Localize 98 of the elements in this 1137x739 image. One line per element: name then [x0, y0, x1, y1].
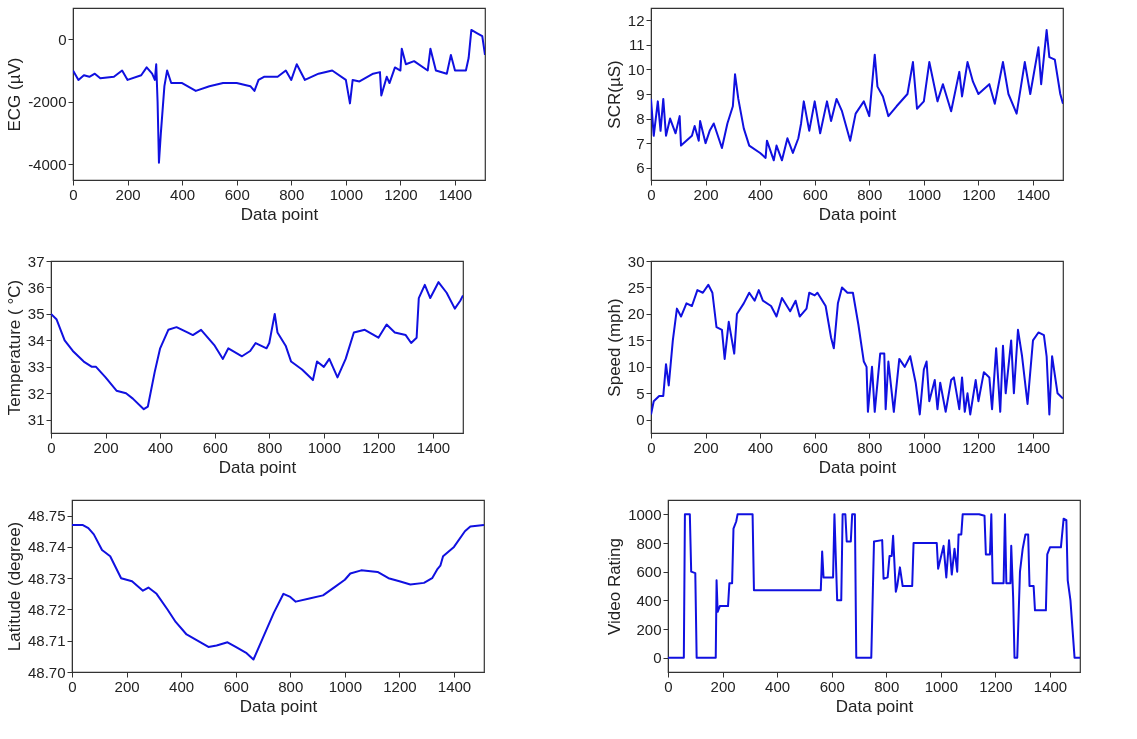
y-tick-label: 600	[636, 563, 662, 581]
y-axis-title: SCR(µS)	[604, 60, 624, 129]
x-tick-label: 400	[148, 438, 174, 456]
y-tick-label: 6	[636, 159, 645, 177]
x-tick-label: 1200	[384, 185, 418, 203]
x-tick-label: 1200	[962, 185, 996, 203]
line-series	[72, 524, 484, 661]
x-tick-label: 0	[69, 185, 78, 203]
y-tick-label: 800	[636, 534, 662, 552]
y-tick-label: 36	[27, 278, 45, 296]
y-axis-title: Latitude (degree)	[4, 521, 24, 652]
x-tick-label: 1000	[328, 677, 363, 695]
x-tick-label: 600	[819, 677, 845, 695]
y-axis-title: ECG (µV)	[5, 57, 25, 132]
y-tick-label: 15	[627, 331, 645, 349]
x-tick-label: 200	[115, 185, 141, 203]
x-tick-label: 800	[279, 185, 305, 203]
y-tick-label: 10	[627, 60, 645, 78]
x-tick-label: 200	[693, 438, 719, 456]
x-tick-label: 400	[765, 677, 791, 695]
x-tick-label: 600	[223, 677, 249, 695]
x-axis-title: Data point	[818, 457, 897, 477]
x-tick-label: 800	[857, 185, 883, 203]
y-tick-label: 1000	[628, 505, 662, 523]
x-axis-title: Data point	[239, 696, 318, 716]
x-tick-label: 200	[693, 185, 719, 203]
y-tick-label: 35	[27, 305, 45, 323]
y-tick-label: 12	[627, 11, 645, 29]
x-axis-title: Data point	[835, 696, 914, 716]
y-tick-label: 10	[627, 358, 645, 376]
y-axis-title: Speed (mph)	[604, 298, 624, 397]
x-tick-label: 1200	[383, 677, 417, 695]
y-axis-title: Temperature ( °C)	[4, 279, 24, 416]
x-tick-label: 0	[664, 677, 673, 695]
x-tick-label: 600	[802, 438, 828, 456]
x-tick-label: 400	[748, 438, 774, 456]
y-tick-label: -2000	[28, 93, 67, 111]
y-tick-label: 0	[58, 30, 67, 48]
line-series	[73, 28, 485, 164]
x-tick-label: 1400	[437, 677, 472, 695]
x-tick-label: 400	[169, 677, 195, 695]
y-tick-label: 30	[627, 252, 645, 270]
y-tick-label: 8	[636, 110, 645, 128]
line-series	[651, 29, 1063, 162]
x-axis-title: Data point	[240, 204, 319, 224]
y-tick-label: 200	[636, 620, 662, 638]
y-tick-label: 31	[27, 411, 45, 429]
x-tick-label: 600	[224, 185, 250, 203]
x-tick-label: 1000	[307, 438, 342, 456]
x-tick-label: 1400	[1033, 677, 1068, 695]
x-tick-label: 600	[802, 185, 828, 203]
y-tick-label: 33	[27, 358, 45, 376]
x-axis-title: Data point	[218, 457, 297, 477]
x-tick-label: 1000	[907, 185, 942, 203]
line-series	[51, 281, 463, 411]
y-axis-title: Video Rating	[605, 537, 625, 636]
y-tick-label: 5	[636, 384, 645, 402]
x-tick-label: 600	[202, 438, 228, 456]
x-tick-label: 1200	[979, 677, 1013, 695]
x-tick-label: 800	[278, 677, 304, 695]
x-tick-label: 400	[748, 185, 774, 203]
y-tick-label: 32	[27, 384, 45, 402]
line-series	[651, 283, 1063, 416]
y-tick-label: 11	[628, 36, 645, 54]
y-tick-label: 7	[636, 134, 645, 152]
y-tick-label: 0	[653, 649, 662, 667]
y-tick-label: 9	[636, 85, 645, 103]
y-tick-label: 34	[27, 331, 45, 349]
y-tick-label: 48.75	[27, 507, 66, 525]
y-tick-label: 25	[627, 278, 645, 296]
x-tick-label: 800	[874, 677, 900, 695]
x-tick-label: 1400	[416, 438, 451, 456]
x-tick-label: 400	[170, 185, 196, 203]
x-tick-label: 1000	[907, 438, 942, 456]
x-tick-label: 1200	[962, 438, 996, 456]
x-tick-label: 200	[114, 677, 140, 695]
y-tick-label: -4000	[28, 155, 67, 173]
x-tick-label: 1400	[1016, 438, 1051, 456]
y-tick-label: 48.71	[27, 632, 66, 650]
y-tick-label: 48.74	[27, 538, 66, 556]
y-tick-label: 0	[636, 411, 645, 429]
x-tick-label: 800	[857, 438, 883, 456]
y-tick-label: 400	[636, 591, 662, 609]
x-tick-label: 1000	[924, 677, 959, 695]
y-tick-label: 20	[627, 305, 645, 323]
x-tick-label: 200	[93, 438, 119, 456]
x-tick-label: 1000	[329, 185, 364, 203]
x-tick-label: 800	[257, 438, 283, 456]
y-tick-label: 48.72	[27, 600, 66, 618]
y-tick-label: 48.73	[27, 569, 66, 587]
y-tick-label: 37	[27, 252, 45, 270]
x-tick-label: 1200	[362, 438, 396, 456]
x-tick-label: 200	[710, 677, 736, 695]
line-series	[668, 513, 1080, 659]
x-tick-label: 1400	[1016, 185, 1051, 203]
x-tick-label: 1400	[438, 185, 473, 203]
y-tick-label: 48.70	[27, 663, 66, 681]
x-axis-title: Data point	[818, 204, 897, 224]
